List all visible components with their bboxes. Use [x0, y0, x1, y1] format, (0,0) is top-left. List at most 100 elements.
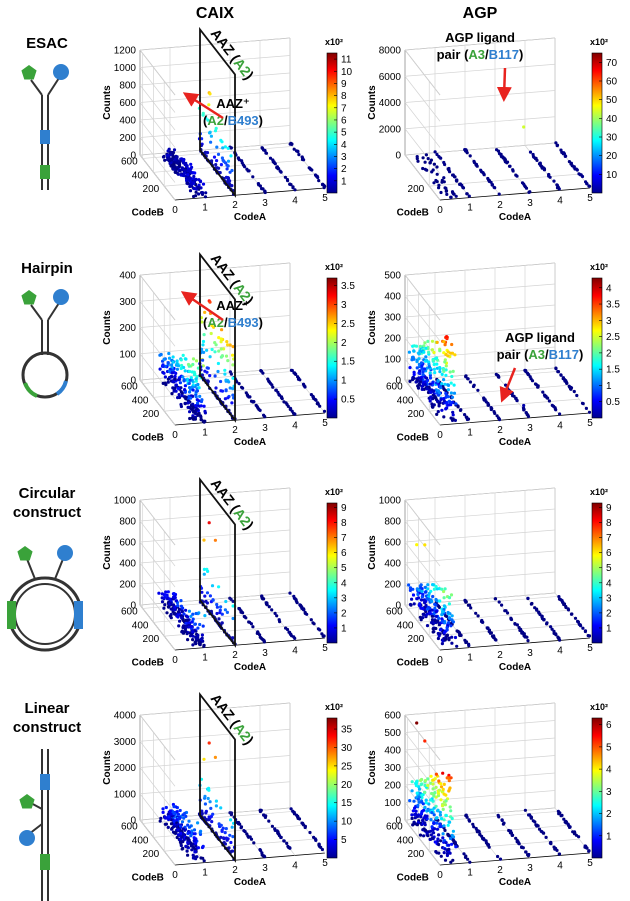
scatter-point: [243, 615, 246, 618]
scatter-point: [451, 859, 454, 862]
scatter-point: [504, 160, 507, 163]
a-tick-label: 4: [557, 645, 563, 656]
scatter-point: [435, 786, 438, 789]
scatter-point: [300, 822, 303, 825]
scatter-point: [423, 806, 426, 809]
scatter-point: [252, 841, 255, 844]
z-tick-label: 200: [119, 580, 136, 591]
grid-line: [418, 610, 568, 622]
grid-line: [405, 551, 555, 563]
scatter-point: [162, 155, 165, 158]
scatter-point: [416, 157, 419, 160]
scatter-point: [466, 858, 469, 861]
scatter-point: [441, 642, 444, 645]
scatter-point: [192, 175, 195, 178]
scatter-point: [573, 390, 576, 393]
scatter-point: [412, 593, 415, 596]
scatter-point: [176, 161, 179, 164]
scatter-point: [201, 191, 204, 194]
z-tick-label: 100: [384, 355, 401, 366]
scatter-point: [535, 159, 538, 162]
scatter-point: [188, 410, 191, 413]
colorbar-tick-label: 3: [341, 152, 347, 163]
colorbar-tick-label: 15: [341, 798, 353, 809]
scatter-point: [442, 351, 445, 354]
scatter-point: [261, 596, 264, 599]
scatter-point: [172, 387, 175, 390]
scatter-point: [433, 827, 436, 830]
scatter-point: [195, 359, 198, 362]
scatter-point: [438, 599, 441, 602]
scatter-point: [184, 358, 187, 361]
scatter-point: [177, 610, 180, 613]
scatter-point: [524, 850, 527, 853]
scatter-point: [421, 370, 424, 373]
scatter-point: [275, 389, 278, 392]
scatter-point: [444, 186, 447, 189]
scatter-point: [177, 387, 180, 390]
z-tick-label: 1000: [114, 496, 137, 507]
colorbar-tick-label: 2: [606, 608, 612, 619]
a-tick-label: 3: [262, 648, 268, 659]
scatter-point: [524, 809, 527, 812]
scatter-point: [322, 635, 325, 638]
scatter-point: [203, 614, 206, 617]
scatter-point: [450, 642, 453, 645]
scatter-point: [456, 629, 459, 632]
scatter-point: [199, 831, 202, 834]
a-tick-label: 1: [202, 868, 208, 879]
b-tick-label: 600: [386, 821, 403, 832]
z-tick-label: 100: [384, 798, 401, 809]
scatter-point: [410, 358, 413, 361]
z-axis-title: Counts: [102, 750, 113, 785]
scatter-point: [444, 637, 447, 640]
scatter-point: [562, 151, 565, 154]
scatter-point: [579, 623, 582, 626]
colorbar-multiplier: x10²: [325, 487, 343, 497]
scatter-point: [411, 817, 414, 820]
scatter-point: [429, 818, 432, 821]
scatter-point: [261, 372, 264, 375]
scatter-point: [488, 846, 491, 849]
scatter-point: [444, 794, 447, 797]
colorbar-tick-label: 10: [341, 67, 353, 78]
scatter-point: [434, 777, 437, 780]
scatter-point: [432, 630, 435, 633]
a-tick-label: 4: [292, 860, 298, 871]
colorbar-multiplier: x10²: [590, 487, 608, 497]
scatter-point: [238, 382, 241, 385]
scatter-point: [317, 179, 320, 182]
scatter-point: [180, 605, 183, 608]
scatter-point: [555, 849, 558, 852]
scatter-point: [413, 602, 416, 605]
scatter-point: [428, 365, 431, 368]
scatter-point: [410, 598, 413, 601]
colorbar-tick-label: 6: [341, 548, 347, 559]
a-tick-label: 2: [497, 650, 503, 661]
scatter-point: [527, 415, 530, 418]
scatter-point: [573, 832, 576, 835]
scatter-point: [284, 627, 287, 630]
scatter-point: [429, 611, 432, 614]
scatter-point: [421, 810, 424, 813]
scatter-point: [201, 633, 204, 636]
annotation-part: A3: [468, 47, 485, 62]
z-tick-label: 1000: [114, 789, 137, 800]
scatter-point: [249, 835, 252, 838]
scatter-point: [483, 838, 486, 841]
scatter-point: [427, 351, 430, 354]
scatter-point: [191, 643, 194, 646]
a-tick-label: 0: [172, 655, 178, 666]
scatter-point: [535, 608, 538, 611]
z-tick-label: 500: [384, 271, 401, 282]
scatter-point: [445, 364, 448, 367]
scatter-point: [189, 189, 192, 192]
scatter-point: [198, 386, 201, 389]
strand: [48, 303, 59, 320]
colorbar-tick-label: 4: [341, 578, 347, 589]
scatter-point: [418, 383, 421, 386]
a-axis-title: CodeA: [499, 212, 531, 223]
a-tick-label: 0: [437, 870, 443, 881]
scatter-point: [497, 376, 500, 379]
scatter-point: [424, 829, 427, 832]
